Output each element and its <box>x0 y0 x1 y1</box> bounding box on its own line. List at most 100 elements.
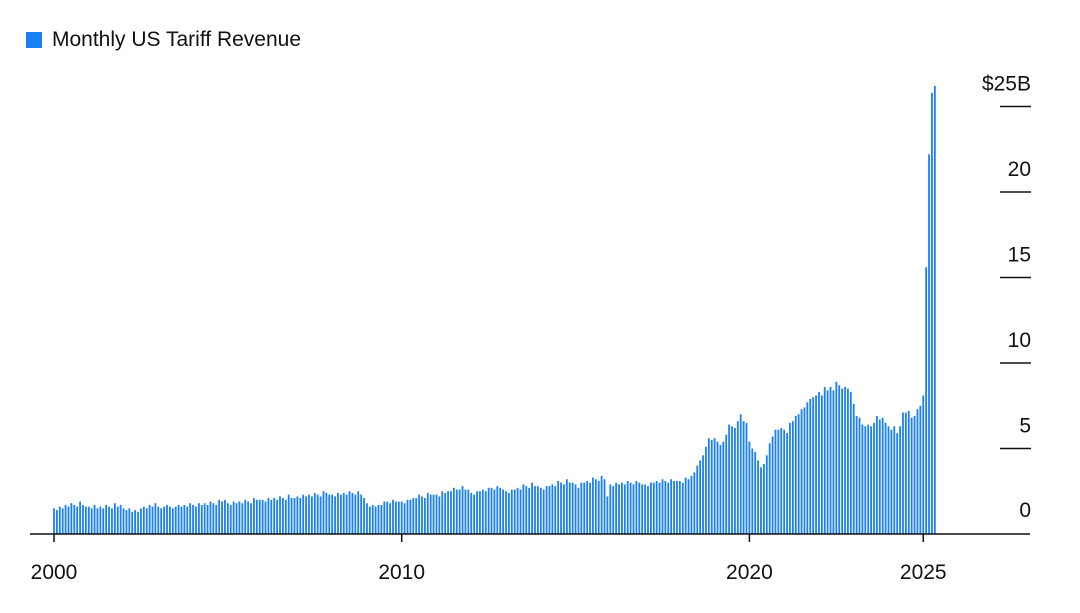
bar-2015-03 <box>580 482 583 534</box>
bar-2001-07 <box>105 504 108 534</box>
bar-2016-09 <box>632 484 635 534</box>
bar-2023-12 <box>884 422 887 534</box>
bar-2023-02 <box>855 416 858 534</box>
bar-2008-02 <box>334 496 336 534</box>
bar-2017-01 <box>644 484 646 534</box>
bar-2011-11 <box>464 489 467 534</box>
bar-2009-11 <box>395 501 397 534</box>
bar-2022-07 <box>835 381 838 534</box>
bar-2019-05 <box>725 434 728 534</box>
bar-2018-07 <box>696 465 699 534</box>
legend-swatch <box>26 32 42 48</box>
bar-2005-06 <box>241 503 244 534</box>
bar-2002-08 <box>142 506 145 534</box>
bar-2002-02 <box>125 510 128 534</box>
bar-2014-09 <box>563 484 565 534</box>
bar-2019-04 <box>722 441 725 534</box>
bar-2016-07 <box>626 480 629 534</box>
bar-2001-05 <box>99 506 102 534</box>
bar-2007-03 <box>302 494 305 534</box>
bar-2006-05 <box>273 498 276 534</box>
bar-2017-09 <box>667 482 670 534</box>
bar-2006-09 <box>284 499 287 534</box>
bar-2024-10 <box>913 416 916 534</box>
bar-2018-01 <box>678 480 681 534</box>
bar-2011-12 <box>467 489 470 534</box>
y-axis: 0 5 10 15 20 $25B <box>982 73 1031 522</box>
bar-2013-02 <box>508 492 510 534</box>
bar-2009-08 <box>386 501 389 534</box>
y-tick-label: $25B <box>982 73 1031 96</box>
bar-2024-12 <box>919 405 922 534</box>
bar-2018-04 <box>687 479 690 534</box>
bar-2021-02 <box>786 433 788 534</box>
bar-2006-06 <box>276 499 279 534</box>
bar-2020-02 <box>751 448 754 534</box>
bar-2017-08 <box>664 480 667 534</box>
bar-2006-11 <box>290 498 293 534</box>
bar-2017-12 <box>676 480 678 534</box>
bar-group <box>53 85 936 534</box>
bar-2014-01 <box>539 487 542 534</box>
bar-2017-02 <box>647 486 649 534</box>
bar-2002-01 <box>122 508 125 534</box>
bar-2013-09 <box>528 487 531 534</box>
bar-2011-01 <box>435 494 438 534</box>
bar-2010-06 <box>415 498 418 534</box>
bar-2015-07 <box>592 477 594 534</box>
bar-2016-10 <box>635 480 638 534</box>
bar-2006-01 <box>261 499 264 534</box>
bar-2015-11 <box>603 479 606 534</box>
bar-2019-01 <box>713 438 716 534</box>
bar-2021-11 <box>812 397 815 534</box>
bar-2005-08 <box>247 501 250 534</box>
bar-2013-05 <box>516 487 519 534</box>
bar-2005-11 <box>255 499 258 534</box>
bar-2019-02 <box>716 441 719 534</box>
bar-2016-06 <box>623 484 626 534</box>
bar-2020-01 <box>748 441 751 534</box>
bar-2002-05 <box>134 510 137 534</box>
bar-2021-10 <box>809 398 812 534</box>
bar-2005-12 <box>258 499 261 534</box>
bar-2020-10 <box>774 429 777 534</box>
bar-2017-10 <box>670 479 673 534</box>
bar-2004-06 <box>206 504 209 534</box>
bar-2004-12 <box>224 499 226 534</box>
bar-2024-08 <box>907 410 910 534</box>
bar-2001-09 <box>111 508 113 534</box>
bar-2015-02 <box>577 487 580 534</box>
bar-2018-03 <box>684 477 687 534</box>
y-tick-label: 0 <box>1019 499 1031 522</box>
x-tick-label: 2025 <box>900 561 947 584</box>
bar-2020-05 <box>760 467 762 534</box>
bar-2010-08 <box>421 496 423 534</box>
bar-2007-05 <box>308 494 310 534</box>
bar-2016-08 <box>629 482 632 534</box>
bar-2014-11 <box>568 482 571 534</box>
bar-2021-12 <box>815 395 817 534</box>
bar-2009-12 <box>397 501 400 534</box>
bar-2014-03 <box>545 486 548 534</box>
bar-2020-06 <box>762 463 765 534</box>
bar-2023-08 <box>873 422 875 534</box>
bar-2023-10 <box>878 419 881 534</box>
bar-2004-03 <box>197 503 200 534</box>
bar-2012-03 <box>476 491 478 534</box>
y-tick-label: 10 <box>1008 329 1031 352</box>
bar-2019-10 <box>739 414 742 534</box>
bar-2008-03 <box>337 492 339 534</box>
bar-2017-06 <box>658 482 661 534</box>
x-axis: 2000 2010 2020 2025 <box>30 533 1030 584</box>
bar-2010-10 <box>426 492 429 534</box>
bar-2004-11 <box>221 501 223 534</box>
bar-2001-10 <box>113 503 116 534</box>
bar-2014-04 <box>548 486 551 534</box>
bar-2014-07 <box>557 480 560 534</box>
bar-2000-05 <box>64 504 67 534</box>
bar-2021-03 <box>789 422 791 534</box>
bar-2000-04 <box>61 508 64 534</box>
bar-2015-08 <box>594 479 597 534</box>
bar-2008-04 <box>339 494 342 534</box>
bar-2001-06 <box>102 508 105 534</box>
